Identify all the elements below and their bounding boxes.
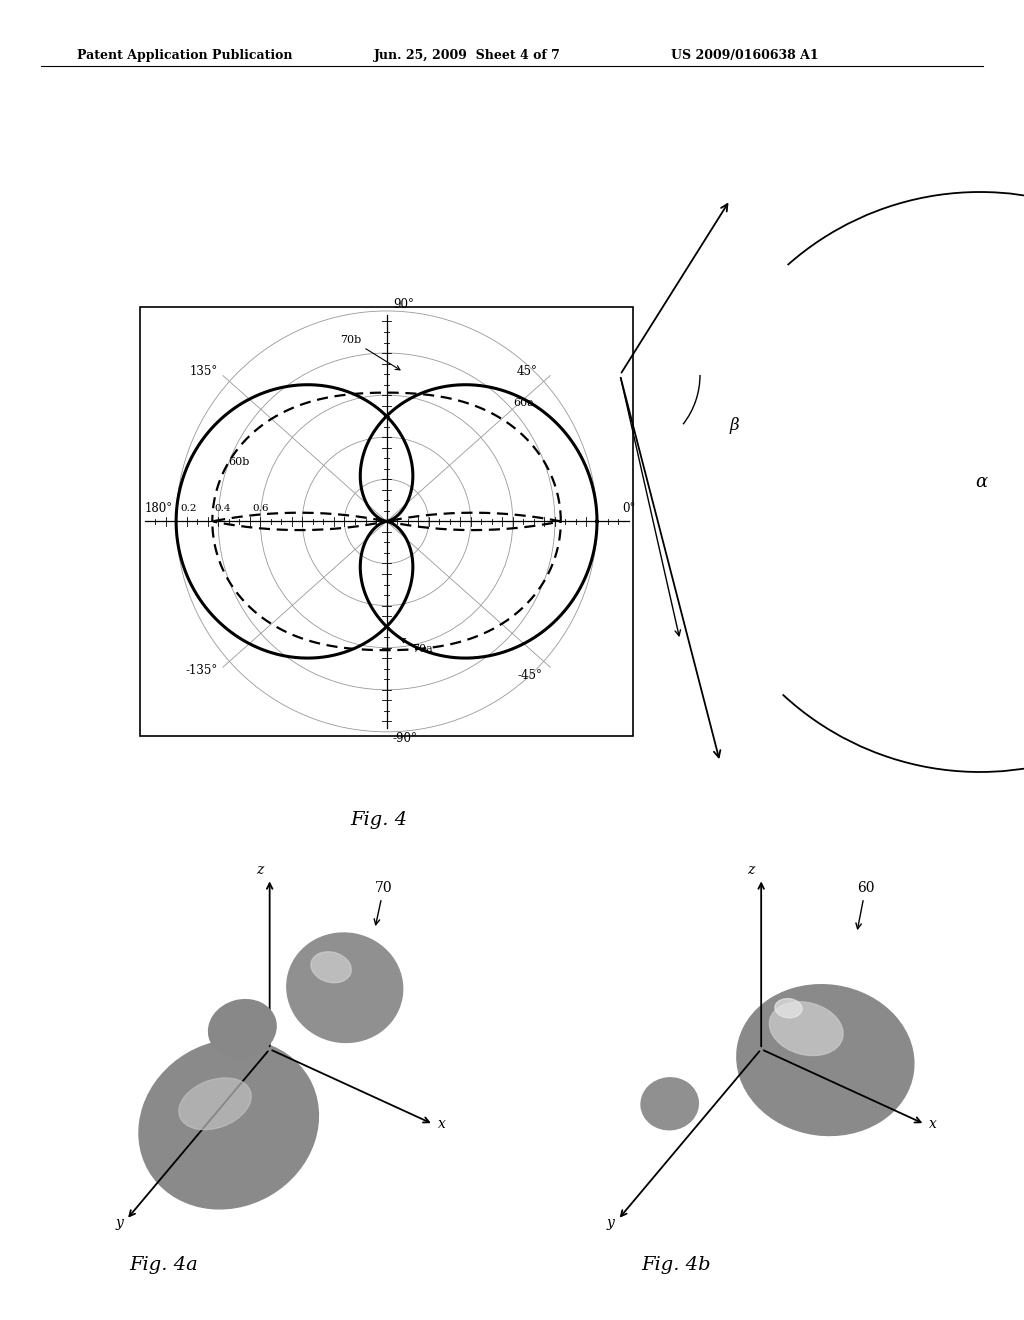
- Text: 70b: 70b: [340, 334, 400, 370]
- Text: 180°: 180°: [144, 502, 173, 515]
- Text: β: β: [730, 417, 739, 434]
- Text: 0.4: 0.4: [214, 504, 230, 513]
- Ellipse shape: [769, 1002, 843, 1056]
- Text: z: z: [256, 863, 263, 878]
- Text: y: y: [607, 1216, 614, 1230]
- Text: 60a: 60a: [513, 397, 534, 408]
- Text: 0°: 0°: [623, 502, 636, 515]
- Ellipse shape: [775, 999, 802, 1018]
- Ellipse shape: [209, 999, 276, 1057]
- Text: US 2009/0160638 A1: US 2009/0160638 A1: [671, 49, 818, 62]
- Text: Fig. 4a: Fig. 4a: [129, 1255, 199, 1274]
- Ellipse shape: [139, 1040, 318, 1209]
- Text: 60: 60: [856, 882, 874, 929]
- Text: Patent Application Publication: Patent Application Publication: [77, 49, 292, 62]
- Text: -45°: -45°: [517, 669, 542, 681]
- Ellipse shape: [287, 933, 402, 1043]
- Text: 70a: 70a: [400, 639, 432, 653]
- Text: y: y: [116, 1216, 123, 1230]
- Text: 0.6: 0.6: [252, 504, 268, 513]
- Text: α: α: [975, 473, 987, 491]
- Text: -135°: -135°: [186, 664, 218, 677]
- Text: 90°: 90°: [393, 298, 414, 312]
- Text: 60b: 60b: [228, 458, 250, 467]
- Text: x: x: [437, 1117, 445, 1131]
- Text: -90°: -90°: [393, 731, 418, 744]
- Text: 135°: 135°: [190, 366, 218, 379]
- Text: x: x: [929, 1117, 937, 1131]
- Ellipse shape: [179, 1078, 251, 1130]
- Ellipse shape: [737, 985, 913, 1135]
- Text: z: z: [748, 863, 755, 878]
- Text: Jun. 25, 2009  Sheet 4 of 7: Jun. 25, 2009 Sheet 4 of 7: [374, 49, 560, 62]
- Text: Fig. 4: Fig. 4: [350, 810, 408, 829]
- Text: 70: 70: [374, 882, 392, 925]
- Ellipse shape: [311, 952, 351, 982]
- Ellipse shape: [641, 1078, 698, 1130]
- Text: 0.2: 0.2: [180, 504, 197, 513]
- Text: Fig. 4b: Fig. 4b: [641, 1255, 711, 1274]
- Text: 45°: 45°: [517, 366, 538, 379]
